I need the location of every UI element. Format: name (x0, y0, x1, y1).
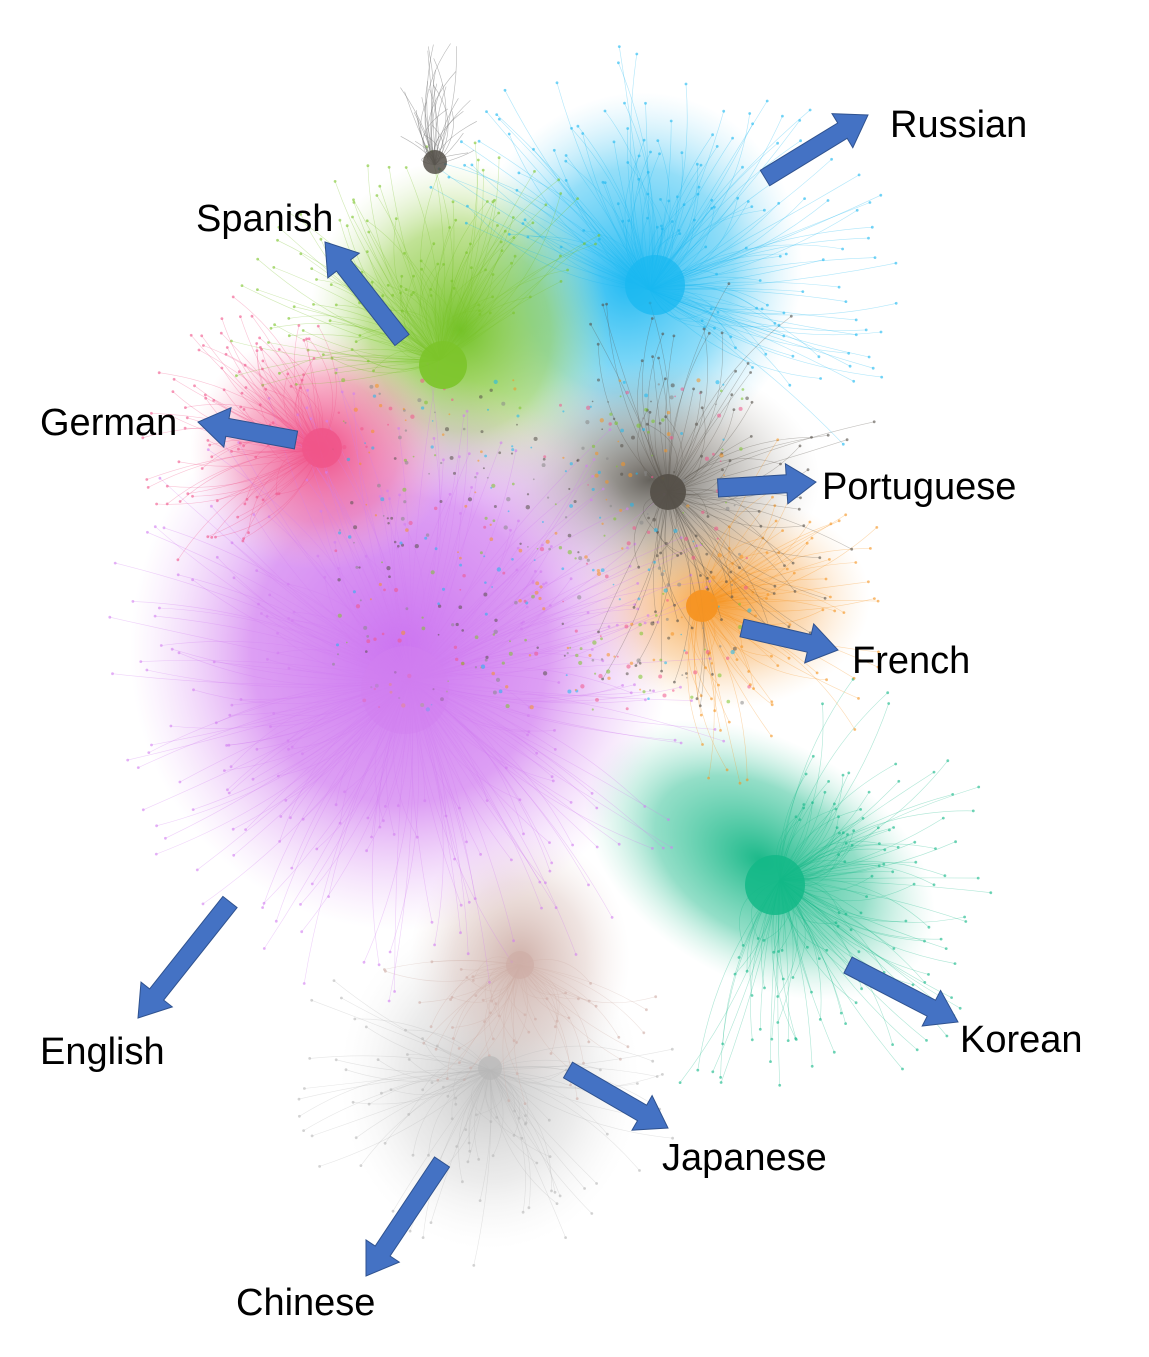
arrow-spanish (324, 241, 410, 347)
hub-english (361, 646, 449, 734)
hub-chinese (478, 1056, 502, 1080)
arrow-english (137, 895, 238, 1019)
hub-russian (625, 255, 685, 315)
arrow-russian (759, 113, 869, 187)
label-japanese: Japanese (662, 1137, 827, 1179)
hub-portuguese (650, 474, 686, 510)
label-german: German (40, 402, 178, 444)
arrow-french (739, 618, 839, 664)
arrow-german (197, 406, 299, 450)
arrow-japanese (562, 1061, 669, 1131)
hub-outlier (423, 150, 447, 174)
label-russian: Russian (890, 104, 1028, 146)
arrow-korean (843, 956, 959, 1027)
label-spanish: Spanish (196, 198, 334, 240)
hub-german (302, 428, 342, 468)
arrow-chinese (365, 1156, 451, 1277)
arrow-portuguese (716, 462, 817, 505)
hub-japanese (506, 951, 534, 979)
label-chinese: Chinese (236, 1282, 376, 1324)
hub-korean (745, 855, 805, 915)
label-english: English (40, 1031, 165, 1073)
label-french: French (852, 640, 971, 682)
label-portuguese: Portuguese (822, 466, 1017, 508)
label-korean: Korean (960, 1019, 1083, 1061)
hub-spanish (419, 341, 467, 389)
hub-french (686, 590, 718, 622)
